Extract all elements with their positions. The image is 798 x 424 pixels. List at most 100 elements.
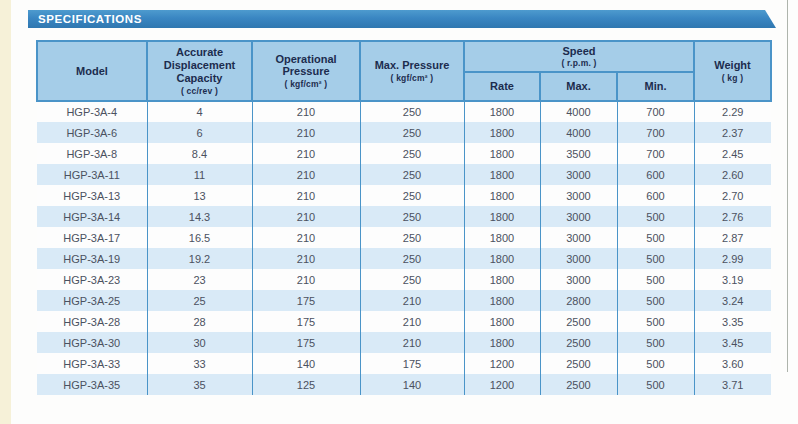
- table-row: HGP-3A-1919.2210250180030005002.99: [37, 248, 771, 269]
- table-cell: 3.45: [694, 332, 771, 353]
- table-row: HGP-3A-1414.3210250180030005002.76: [37, 206, 771, 227]
- table-cell: 35: [147, 374, 252, 395]
- table-cell: HGP-3A-23: [37, 269, 147, 290]
- table-row: HGP-3A-2323210250180030005003.19: [37, 269, 771, 290]
- table-cell: 250: [360, 269, 464, 290]
- table-cell: 210: [252, 206, 360, 227]
- table-cell: 175: [252, 311, 360, 332]
- table-cell: HGP-3A-11: [37, 164, 147, 185]
- table-cell: HGP-3A-35: [37, 374, 147, 395]
- table-cell: 3000: [540, 206, 617, 227]
- table-cell: 3.60: [694, 353, 771, 374]
- table-cell: 700: [617, 101, 694, 122]
- table-cell: 3500: [540, 143, 617, 164]
- column-header-unit: ( kgf/cm² ): [364, 73, 460, 83]
- table-cell: 1800: [464, 248, 540, 269]
- table-cell: 250: [360, 227, 464, 248]
- table-cell: 250: [360, 143, 464, 164]
- table-cell: 250: [360, 206, 464, 227]
- table-cell: 175: [252, 290, 360, 311]
- table-cell: 1800: [464, 164, 540, 185]
- table-cell: 2.37: [694, 122, 771, 143]
- table-cell: 33: [147, 353, 252, 374]
- table-cell: 1800: [464, 269, 540, 290]
- table-cell: HGP-3A-17: [37, 227, 147, 248]
- table-cell: 250: [360, 101, 464, 122]
- table-cell: 3000: [540, 248, 617, 269]
- table-cell: 3000: [540, 227, 617, 248]
- table-cell: 28: [147, 311, 252, 332]
- page-right-edge-line: [787, 0, 788, 372]
- table-cell: 175: [252, 332, 360, 353]
- table-cell: 1800: [464, 290, 540, 311]
- column-header-unit: ( cc/rev ): [151, 86, 248, 96]
- table-row: HGP-3A-44210250180040007002.29: [37, 101, 771, 122]
- table-cell: 500: [617, 353, 694, 374]
- table-cell: 16.5: [147, 227, 252, 248]
- specifications-table: Model Accurate Displacement Capacity ( c…: [36, 40, 772, 395]
- table-cell: 500: [617, 227, 694, 248]
- column-header-unit: ( kg ): [698, 73, 767, 83]
- column-header-label: Operational Pressure: [275, 53, 336, 78]
- table-cell: 1800: [464, 227, 540, 248]
- table-cell: 210: [252, 248, 360, 269]
- table-row: HGP-3A-1111210250180030006002.60: [37, 164, 771, 185]
- column-header-weight: Weight ( kg ): [694, 41, 771, 101]
- table-cell: 500: [617, 206, 694, 227]
- table-cell: 2500: [540, 332, 617, 353]
- table-cell: HGP-3A-13: [37, 185, 147, 206]
- column-header-label: Max. Pressure: [375, 59, 450, 71]
- table-cell: 140: [360, 374, 464, 395]
- table-cell: 210: [252, 185, 360, 206]
- table-cell: HGP-3A-25: [37, 290, 147, 311]
- column-header-label: Rate: [490, 80, 514, 92]
- table-cell: 2.29: [694, 101, 771, 122]
- table-cell: 3000: [540, 164, 617, 185]
- table-cell: HGP-3A-19: [37, 248, 147, 269]
- table-cell: 2.70: [694, 185, 771, 206]
- column-header-unit: ( kgf/cm² ): [256, 79, 356, 89]
- table-cell: 3.24: [694, 290, 771, 311]
- table-row: HGP-3A-66210250180040007002.37: [37, 122, 771, 143]
- table-row: HGP-3A-1313210250180030006002.70: [37, 185, 771, 206]
- column-header-speed-max: Max.: [540, 72, 617, 101]
- table-cell: 3.35: [694, 311, 771, 332]
- table-cell: 700: [617, 143, 694, 164]
- table-cell: 2500: [540, 374, 617, 395]
- table-cell: 13: [147, 185, 252, 206]
- table-cell: 500: [617, 332, 694, 353]
- table-cell: 2500: [540, 353, 617, 374]
- specifications-table-container: Model Accurate Displacement Capacity ( c…: [36, 40, 770, 395]
- section-title: SPECIFICATIONS: [28, 13, 142, 26]
- column-header-label: Model: [76, 65, 108, 77]
- table-cell: HGP-3A-6: [37, 122, 147, 143]
- table-cell: 600: [617, 164, 694, 185]
- table-cell: 1200: [464, 374, 540, 395]
- table-cell: 3.71: [694, 374, 771, 395]
- table-header: Model Accurate Displacement Capacity ( c…: [37, 41, 771, 101]
- table-cell: HGP-3A-4: [37, 101, 147, 122]
- table-cell: 250: [360, 248, 464, 269]
- table-cell: 500: [617, 248, 694, 269]
- table-cell: 19.2: [147, 248, 252, 269]
- table-cell: 11: [147, 164, 252, 185]
- column-header-capacity: Accurate Displacement Capacity ( cc/rev …: [147, 41, 252, 101]
- page-left-margin-strip: [0, 0, 11, 424]
- column-header-speed-rate: Rate: [464, 72, 540, 101]
- table-cell: HGP-3A-33: [37, 353, 147, 374]
- table-cell: 500: [617, 374, 694, 395]
- table-row: HGP-3A-3030175210180025005003.45: [37, 332, 771, 353]
- table-cell: 1800: [464, 143, 540, 164]
- column-header-label: Speed: [563, 45, 596, 57]
- table-cell: 500: [617, 290, 694, 311]
- table-cell: HGP-3A-14: [37, 206, 147, 227]
- table-row: HGP-3A-1716.5210250180030005002.87: [37, 227, 771, 248]
- table-cell: 23: [147, 269, 252, 290]
- column-header-speed-min: Min.: [617, 72, 694, 101]
- table-cell: 3000: [540, 185, 617, 206]
- table-cell: 250: [360, 122, 464, 143]
- section-banner: SPECIFICATIONS: [28, 10, 776, 28]
- table-cell: 3.19: [694, 269, 771, 290]
- table-cell: 210: [360, 290, 464, 311]
- table-cell: 210: [252, 227, 360, 248]
